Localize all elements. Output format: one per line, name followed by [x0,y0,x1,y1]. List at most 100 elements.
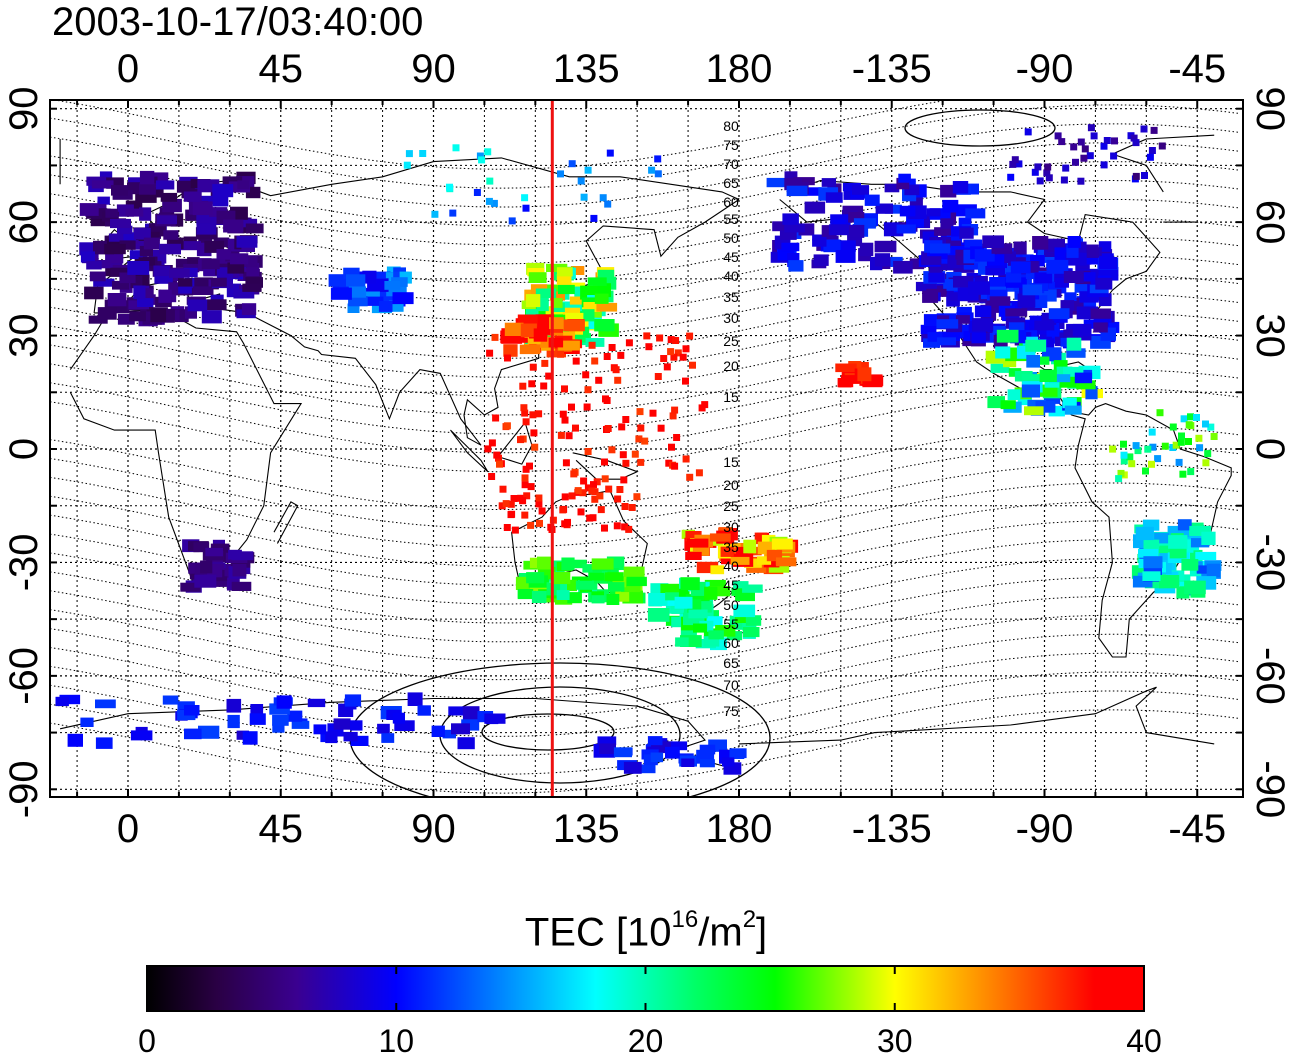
tec-cell [665,459,673,467]
tec-cell [995,346,1011,359]
tec-cell [708,586,731,597]
tec-cell [405,150,413,158]
tec-cell [557,170,564,178]
tec-cell [1210,433,1218,440]
tec-cell [821,178,836,187]
tec-cell [184,728,202,740]
tec-cell [106,177,124,189]
tec-cell [660,355,668,362]
tec-cell [478,156,486,164]
tec-cell [650,752,664,763]
tec-cell [1144,445,1152,453]
tec-cell [698,404,706,412]
tec-cell [504,354,511,362]
tec-cell [1132,172,1140,180]
tec-cell [1132,139,1140,147]
tec-cell [626,576,647,587]
tec-cell [538,507,546,515]
tec-cell [1024,128,1032,136]
tec-cell [484,148,492,156]
tec-cell [208,216,225,225]
tec-cell [362,270,377,284]
tec-cell [958,217,972,230]
tec-cell [628,504,636,511]
tec-cell [763,559,780,568]
tec-cell [904,184,920,196]
tec-cell [245,223,264,234]
tec-cell [926,208,941,217]
tec-cell [485,197,493,205]
tec-cell [287,710,303,722]
tec-cell [704,586,718,600]
tec-cell [633,493,641,501]
tec-cell [571,559,587,569]
tec-cell [1178,432,1185,440]
tec-cell [681,758,695,767]
tec-cell [185,209,202,221]
tec-cell [660,583,680,595]
tec-cell [743,539,757,554]
tec-cell [990,363,1010,373]
tec-cell [693,623,708,633]
tec-cell [1005,308,1028,317]
tec-cell [1132,442,1140,450]
tec-cell [563,319,585,332]
tec-cell [133,285,146,300]
tec-cell [812,234,827,247]
tec-cell [520,323,537,338]
pole-contour [904,109,1056,147]
tec-cell [1063,329,1078,339]
contour-label: 55 [723,616,739,632]
tec-cell [972,318,994,332]
tec-cell [965,208,986,219]
tec-cell [766,177,789,188]
tec-cell [689,361,696,369]
tec-cell [612,366,620,374]
tec-cell [551,571,571,585]
latitude-tick-label-right: -30 [1248,533,1292,591]
tec-cell [590,481,597,489]
tec-cell [384,281,401,290]
tec-cell [1095,277,1113,290]
tec-cell [67,733,83,747]
tec-cell [533,328,548,342]
tec-cell [1008,322,1025,333]
tec-cell [1074,282,1088,293]
tec-cell [536,519,543,527]
tec-cell [1172,441,1180,449]
tec-cell [754,532,767,545]
tec-cell [166,237,184,250]
tec-cell [407,692,423,706]
tec-cell [665,592,679,601]
tec-cell [531,590,547,603]
longitude-tick-label-bottom: 135 [553,807,620,851]
tec-cell [1060,300,1075,311]
tec-cell [230,253,249,265]
tec-cell [1206,563,1221,578]
tec-cell [1154,532,1169,544]
tec-cell [272,714,289,726]
tec-cell [637,458,645,466]
tec-cell [154,274,173,284]
magnetic-contour [50,255,1239,340]
tec-cell [1081,145,1089,153]
tec-cell [504,322,524,336]
tec-cell [1005,272,1022,283]
tec-cell [233,289,255,299]
tec-cell [1109,445,1117,453]
tec-cell [451,723,470,735]
tec-cell [577,333,591,343]
tec-cell [584,448,592,455]
tec-cell [582,309,595,322]
tec-cell [1204,450,1212,458]
tec-cell [793,177,815,186]
tec-cell [245,277,263,288]
tec-cell [392,292,414,305]
tec-cell [622,416,630,423]
tec-cell [1115,475,1123,483]
tec-cell [801,187,822,196]
tec-cell [187,257,200,269]
tec-cell [986,289,1008,301]
tec-cell [249,713,266,725]
tec-cell [784,171,798,184]
